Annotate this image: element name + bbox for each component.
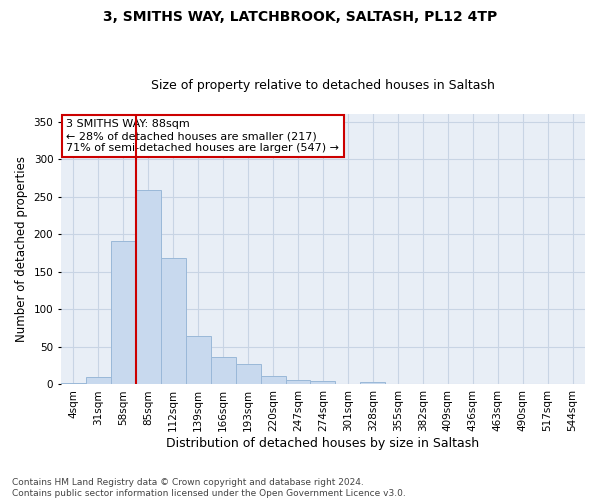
- Text: Contains HM Land Registry data © Crown copyright and database right 2024.
Contai: Contains HM Land Registry data © Crown c…: [12, 478, 406, 498]
- Bar: [286, 380, 310, 384]
- Bar: [136, 190, 161, 384]
- Bar: [236, 364, 260, 384]
- Y-axis label: Number of detached properties: Number of detached properties: [15, 156, 28, 342]
- Text: 3 SMITHS WAY: 88sqm
← 28% of detached houses are smaller (217)
71% of semi-detac: 3 SMITHS WAY: 88sqm ← 28% of detached ho…: [66, 120, 339, 152]
- Bar: [310, 382, 335, 384]
- Text: 3, SMITHS WAY, LATCHBROOK, SALTASH, PL12 4TP: 3, SMITHS WAY, LATCHBROOK, SALTASH, PL12…: [103, 10, 497, 24]
- Bar: [211, 356, 236, 384]
- Bar: [186, 336, 211, 384]
- X-axis label: Distribution of detached houses by size in Saltash: Distribution of detached houses by size …: [166, 437, 479, 450]
- Bar: [86, 377, 111, 384]
- Bar: [111, 241, 136, 384]
- Bar: [61, 383, 86, 384]
- Bar: [260, 376, 286, 384]
- Bar: [161, 258, 186, 384]
- Bar: [361, 382, 385, 384]
- Title: Size of property relative to detached houses in Saltash: Size of property relative to detached ho…: [151, 79, 495, 92]
